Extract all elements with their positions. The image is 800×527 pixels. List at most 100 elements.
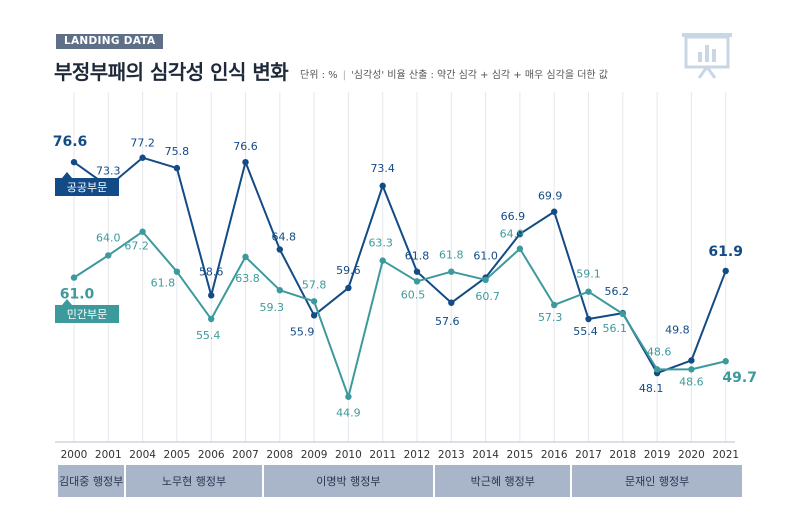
- data-label-public-2001: 73.3: [96, 165, 121, 178]
- data-label-public-2011: 73.4: [370, 162, 395, 175]
- data-label-private-2019: 48.6: [647, 345, 672, 358]
- legend-pointer-public: [62, 172, 72, 178]
- data-point-public-2004: [139, 154, 146, 161]
- data-point-public-2007: [242, 158, 249, 166]
- data-point-private-2014: [482, 276, 489, 284]
- data-point-private-2019: [653, 366, 661, 373]
- data-label-private-2015: 64.9: [500, 228, 525, 241]
- data-label-public-2013: 57.6: [435, 315, 460, 328]
- data-label-private-2012: 60.5: [401, 288, 426, 301]
- data-point-public-2021: [722, 267, 729, 275]
- data-label-private-2020: 48.6: [679, 375, 704, 388]
- admin-kim-daejung: 김대중 행정부: [57, 465, 125, 497]
- data-point-public-2008: [276, 246, 283, 253]
- data-point-private-2021: [722, 358, 729, 365]
- data-label-public-2014: 61.0: [473, 250, 498, 263]
- year-label-2020: 2020: [678, 449, 705, 461]
- series-line-public: [73, 156, 727, 375]
- year-label-2001: 2001: [95, 449, 122, 461]
- data-point-private-2009: [310, 298, 318, 305]
- year-label-2019: 2019: [644, 449, 671, 461]
- data-point-public-2000: [70, 158, 78, 166]
- data-label-public-2019: 48.1: [639, 382, 664, 395]
- data-label-public-2004: 77.2: [130, 137, 155, 150]
- data-point-private-2004: [139, 228, 146, 235]
- data-point-private-2001: [105, 252, 112, 259]
- data-label-private-2018: 56.1: [603, 322, 628, 335]
- data-point-public-2006: [208, 292, 215, 299]
- data-point-private-2005: [173, 268, 181, 275]
- data-label-private-2008: 59.3: [260, 301, 285, 314]
- data-label-public-2008: 64.8: [272, 230, 297, 243]
- data-label-public-2018: 56.2: [605, 285, 630, 298]
- calculation-note: '심각성' 비율 산출 : 약간 심각 + 심각 + 매우 심각을 더한 값: [351, 70, 608, 81]
- year-label-2014: 2014: [472, 449, 499, 461]
- unit-label: 단위 : %: [300, 70, 338, 81]
- data-point-public-2010: [345, 284, 352, 292]
- data-label-private-2000: 61.0: [60, 287, 95, 303]
- data-point-public-2020: [688, 357, 695, 364]
- data-point-public-2017: [585, 315, 592, 323]
- data-point-public-2013: [448, 299, 455, 306]
- legend-label-public: 공공부문: [67, 181, 107, 194]
- data-point-private-2006: [208, 315, 215, 323]
- year-label-2006: 2006: [198, 449, 225, 461]
- data-label-private-2014: 60.7: [475, 290, 500, 303]
- admin-moon-jaein: 문재인 행정부: [572, 465, 742, 497]
- data-label-public-2012: 61.8: [405, 250, 430, 263]
- data-point-private-2018: [619, 310, 626, 318]
- year-label-2009: 2009: [301, 449, 328, 461]
- data-point-public-2012: [413, 268, 421, 275]
- data-point-private-2013: [448, 268, 455, 275]
- data-label-private-2021: 49.7: [722, 370, 757, 386]
- legend-tag-private: [55, 305, 119, 323]
- presentation-board-chart-icon: [682, 33, 732, 79]
- data-label-public-2017: 55.4: [573, 325, 598, 338]
- legend-pointer-private: [62, 299, 72, 305]
- data-point-public-2009: [310, 312, 318, 319]
- year-label-2017: 2017: [575, 449, 602, 461]
- data-point-private-2016: [551, 301, 558, 309]
- data-label-private-2017: 59.1: [576, 268, 601, 281]
- data-point-private-2012: [413, 278, 421, 285]
- year-label-2021: 2021: [712, 449, 739, 461]
- data-label-public-2020: 49.8: [665, 323, 690, 336]
- data-label-private-2011: 63.3: [368, 237, 393, 250]
- data-label-private-2007: 63.8: [235, 272, 260, 285]
- unit-note: 단위 : % | '심각성' 비율 산출 : 약간 심각 + 심각 + 매우 심각을…: [300, 70, 608, 81]
- year-label-2007: 2007: [232, 449, 259, 461]
- data-label-public-2006: 58.6: [199, 265, 224, 278]
- data-label-public-2005: 75.8: [165, 145, 190, 158]
- admin-roh-moohyun: 노무현 행정부: [126, 465, 262, 497]
- legend-label-private: 민간부문: [67, 308, 107, 321]
- data-point-public-2015: [516, 230, 524, 238]
- year-label-2013: 2013: [438, 449, 465, 461]
- legend-tag-public: [55, 178, 119, 196]
- data-label-private-2004: 67.2: [124, 240, 149, 253]
- year-label-2012: 2012: [404, 449, 431, 461]
- data-point-private-2010: [345, 393, 352, 400]
- year-label-2015: 2015: [507, 449, 534, 461]
- year-label-2018: 2018: [609, 449, 636, 461]
- data-point-private-2000: [70, 274, 78, 281]
- admin-park-geunhye: 박근혜 행정부: [435, 465, 571, 497]
- data-point-private-2017: [585, 288, 592, 295]
- year-label-2010: 2010: [335, 449, 362, 461]
- data-label-private-2009: 57.8: [302, 278, 327, 291]
- series-line-private: [73, 230, 726, 398]
- data-label-private-2013: 61.8: [439, 249, 464, 262]
- page-title: 부정부패의 심각성 인식 변화: [54, 60, 289, 84]
- year-label-2008: 2008: [266, 449, 293, 461]
- year-label-2004: 2004: [129, 449, 156, 461]
- year-label-2016: 2016: [541, 449, 568, 461]
- landing-data-badge: LANDING DATA: [56, 34, 164, 49]
- data-label-public-2010: 59.6: [336, 264, 361, 277]
- data-label-private-2005: 61.8: [151, 277, 176, 290]
- data-point-private-2020: [688, 366, 695, 373]
- data-label-public-2016: 69.9: [538, 190, 563, 203]
- data-label-public-2007: 76.6: [233, 140, 258, 153]
- data-point-private-2008: [276, 286, 283, 294]
- data-label-public-2021: 61.9: [708, 244, 743, 260]
- admin-lee-myungbak: 이명박 행정부: [263, 465, 434, 497]
